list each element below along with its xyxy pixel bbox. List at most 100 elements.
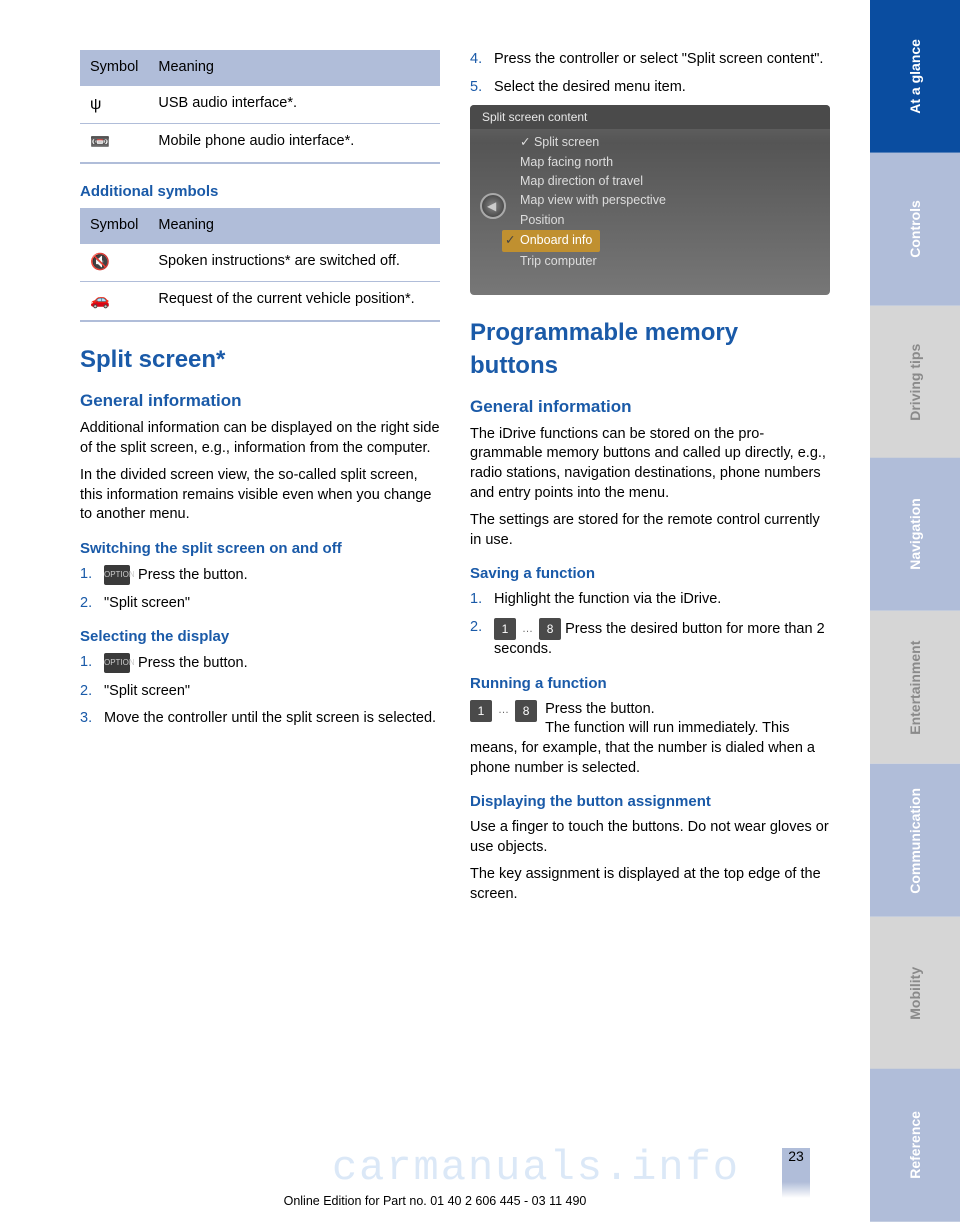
table-header: Symbol <box>80 50 148 86</box>
heading-switching: Switching the split screen on and off <box>80 539 440 559</box>
step-number: 4. <box>470 50 494 70</box>
step-list: 1. OPTION Press the button. 2. "Split sc… <box>80 565 440 613</box>
step-number: 3. <box>80 709 104 729</box>
table-cell: Spoken instructions* are switched off. <box>148 244 440 282</box>
usb-icon: ψ <box>90 96 101 113</box>
cassette-icon: 📼 <box>90 134 110 151</box>
table-cell: Mobile phone audio interface*. <box>148 124 440 163</box>
symbol-table-1: Symbol Meaning ψ USB audio interface*. 📼… <box>80 50 440 164</box>
step-number: 1. <box>80 653 104 673</box>
table-cell: USB audio interface*. <box>148 86 440 124</box>
option-button-icon: OPTION <box>104 565 130 585</box>
list-item: 2. "Split screen" <box>80 594 440 614</box>
left-column: Symbol Meaning ψ USB audio interface*. 📼… <box>80 50 440 913</box>
step-number: 2. <box>80 594 104 614</box>
table-row: 📼 Mobile phone audio interface*. <box>80 124 440 163</box>
option-button-icon: OPTION <box>104 653 130 673</box>
heading-additional-symbols: Additional symbols <box>80 182 440 202</box>
tab-communication[interactable]: Communication <box>870 764 960 917</box>
table-row: 🔇 Spoken instructions* are switched off. <box>80 244 440 282</box>
menu-item: Map direction of travel <box>520 172 830 191</box>
tab-navigation[interactable]: Navigation <box>870 458 960 611</box>
menu-item: Map facing north <box>520 153 830 172</box>
heading-split-screen: Split screen* <box>80 344 440 376</box>
idrive-screenshot: Split screen content Split screen Map fa… <box>470 105 830 295</box>
menu-item: Trip computer <box>520 252 830 271</box>
step-list: 1. Highlight the function via the iDrive… <box>470 590 830 659</box>
heading-running-function: Running a function <box>470 674 830 694</box>
keycap-8-icon: 8 <box>515 700 537 722</box>
two-column-layout: Symbol Meaning ψ USB audio interface*. 📼… <box>80 50 830 913</box>
tab-at-a-glance[interactable]: At a glance <box>870 0 960 153</box>
keycap-8-icon: 8 <box>539 618 561 640</box>
page-number: 23 <box>782 1148 810 1182</box>
heading-programmable-buttons: Programmable memory buttons <box>470 317 830 382</box>
step-number: 2. <box>80 682 104 702</box>
table-header: Meaning <box>148 50 440 86</box>
paragraph: Use a finger to touch the buttons. Do no… <box>470 818 830 857</box>
step-number: 1. <box>470 590 494 610</box>
list-item: 1. Highlight the function via the iDrive… <box>470 590 830 610</box>
table-row: 🚗 Request of the current vehicle posi­ti… <box>80 282 440 321</box>
step-text: "Split screen" <box>104 682 440 702</box>
step-number: 1. <box>80 565 104 585</box>
step-list: 1. OPTION Press the button. 2. "Split sc… <box>80 653 440 729</box>
page-content: Symbol Meaning ψ USB audio interface*. 📼… <box>0 0 870 1222</box>
run-line2: The function will run immediately. This … <box>470 720 815 775</box>
ellipsis: … <box>522 622 533 637</box>
step-text: Press the controller or select "Split sc… <box>494 50 830 70</box>
run-line1: Press the button. <box>545 701 655 717</box>
step-text: Press the button. <box>138 655 248 671</box>
step-number: 5. <box>470 78 494 98</box>
heading-general-info-2: General information <box>470 396 830 419</box>
screenshot-title: Split screen content <box>470 105 830 129</box>
list-item: 5. Select the desired menu item. <box>470 78 830 98</box>
tab-driving-tips[interactable]: Driving tips <box>870 306 960 459</box>
list-item: 2. 1 … 8 Press the desired button for mo… <box>470 618 830 660</box>
step-text: Move the controller until the split scre… <box>104 709 440 729</box>
watermark: carmanuals.info <box>332 1144 740 1192</box>
tab-reference[interactable]: Reference <box>870 1069 960 1222</box>
step-text: "Split screen" <box>104 594 440 614</box>
step-text: Press the button. <box>138 567 248 583</box>
footer-text: Online Edition for Part no. 01 40 2 606 … <box>0 1194 870 1208</box>
tab-entertainment[interactable]: Entertainment <box>870 611 960 764</box>
paragraph: The key assignment is displayed at the t… <box>470 865 830 904</box>
step-number: 2. <box>470 618 494 638</box>
menu-item: Map view with perspective <box>520 191 830 210</box>
menu-item: Position <box>520 211 830 230</box>
heading-general-info: General information <box>80 390 440 413</box>
screenshot-menu: Split screen Map facing north Map direct… <box>470 129 830 271</box>
tab-controls[interactable]: Controls <box>870 153 960 306</box>
speaker-off-icon: 🔇 <box>90 254 110 271</box>
side-tabs: At a glance Controls Driving tips Naviga… <box>870 0 960 1222</box>
table-cell: Request of the current vehicle posi­tion… <box>148 282 440 321</box>
menu-item-selected: Onboard info <box>502 230 600 251</box>
list-item: 4. Press the controller or select "Split… <box>470 50 830 70</box>
tab-mobility[interactable]: Mobility <box>870 917 960 1070</box>
table-header: Meaning <box>148 208 440 244</box>
paragraph: The settings are stored for the remote c… <box>470 511 830 550</box>
list-item: 1. OPTION Press the button. <box>80 653 440 673</box>
paragraph: The iDrive functions can be stored on th… <box>470 425 830 503</box>
running-block: 1 … 8 Press the button. The function wil… <box>470 700 830 778</box>
heading-selecting-display: Selecting the display <box>80 627 440 647</box>
symbol-table-2: Symbol Meaning 🔇 Spoken instructions* ar… <box>80 208 440 322</box>
paragraph: Additional information can be displayed … <box>80 419 440 458</box>
car-position-icon: 🚗 <box>90 292 110 309</box>
paragraph: In the divided screen view, the so-calle… <box>80 466 440 525</box>
ellipsis: … <box>498 703 509 718</box>
heading-displaying-assignment: Displaying the button assignment <box>470 792 830 812</box>
step-list-continued: 4. Press the controller or select "Split… <box>470 50 830 97</box>
right-column: 4. Press the controller or select "Split… <box>470 50 830 913</box>
step-text: Highlight the function via the iDrive. <box>494 590 830 610</box>
controller-knob-icon <box>480 193 506 219</box>
step-text: Select the desired menu item. <box>494 78 830 98</box>
list-item: 3. Move the controller until the split s… <box>80 709 440 729</box>
keycap-1-icon: 1 <box>494 618 516 640</box>
heading-saving-function: Saving a function <box>470 564 830 584</box>
list-item: 1. OPTION Press the button. <box>80 565 440 585</box>
menu-item: Split screen <box>520 133 830 152</box>
table-row: ψ USB audio interface*. <box>80 86 440 124</box>
keycap-1-icon: 1 <box>470 700 492 722</box>
